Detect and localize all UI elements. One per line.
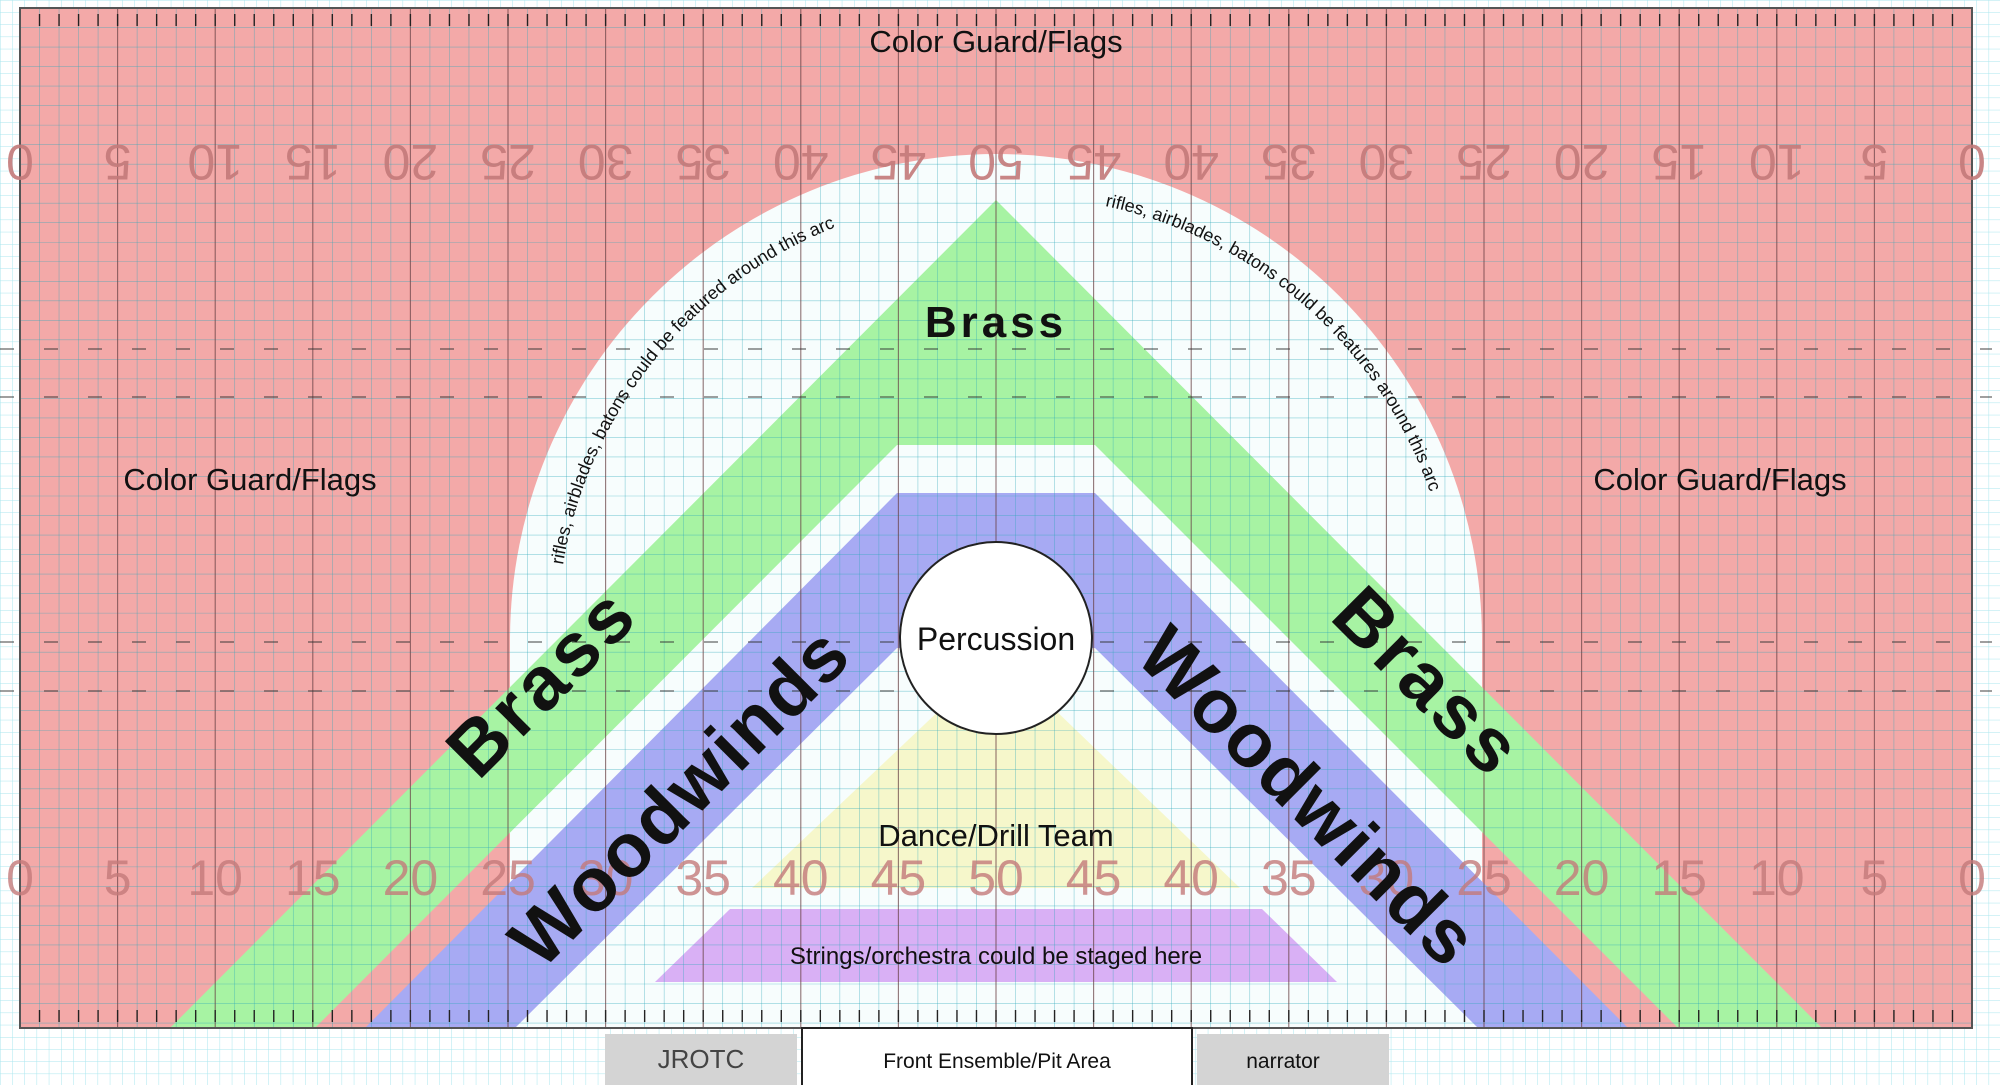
yard-number-bottom: 25 [1456, 850, 1512, 906]
yard-number-top: 40 [773, 134, 829, 190]
yard-number-bottom: 25 [480, 850, 536, 906]
yard-number-top: 30 [578, 134, 634, 190]
yard-number-bottom: 35 [1261, 850, 1317, 906]
color-guard-left-label: Color Guard/Flags [123, 462, 376, 497]
yard-number-top: 20 [1554, 134, 1610, 190]
yard-number-bottom: 20 [383, 850, 439, 906]
yard-number-top: 0 [1958, 134, 1986, 190]
yard-number-top: 25 [480, 134, 536, 190]
yard-number-top: 15 [1651, 134, 1707, 190]
yard-number-bottom: 45 [1066, 850, 1122, 906]
yard-number-top: 15 [285, 134, 341, 190]
strings-label: Strings/orchestra could be staged here [790, 943, 1202, 970]
yard-number-bottom: 5 [104, 850, 132, 906]
yard-number-top: 25 [1456, 134, 1512, 190]
yard-number-top: 5 [1860, 134, 1888, 190]
percussion-circle [899, 541, 1093, 735]
yard-number-top: 30 [1359, 134, 1415, 190]
yard-number-top: 5 [104, 134, 132, 190]
yard-number-top: 40 [1163, 134, 1219, 190]
yard-number-top: 50 [968, 134, 1024, 190]
yard-number-bottom: 40 [773, 850, 829, 906]
yard-number-top: 35 [675, 134, 731, 190]
yard-number-top: 45 [871, 134, 927, 190]
yard-numbers-bottom: 0 5 10 15 20 25 30 35 40 45 50 45 40 35 30 25 20 15 10 5 0 [6, 850, 1986, 906]
brass-top-label: Brass [925, 298, 1067, 347]
yard-number-bottom: 10 [1749, 850, 1805, 906]
yard-number-bottom: 5 [1860, 850, 1888, 906]
yard-number-bottom: 40 [1163, 850, 1219, 906]
color-guard-top-label: Color Guard/Flags [869, 24, 1122, 59]
yard-number-bottom: 15 [1651, 850, 1707, 906]
yard-number-top: 0 [6, 134, 34, 190]
narrator-label: narrator [1246, 1050, 1320, 1073]
yard-number-top: 10 [1749, 134, 1805, 190]
yard-number-bottom: 10 [187, 850, 243, 906]
yard-number-bottom: 20 [1554, 850, 1610, 906]
sideline-ticks [19, 14, 1973, 1022]
yard-number-bottom: 30 [578, 850, 634, 906]
yard-number-bottom: 0 [6, 850, 34, 906]
yard-number-bottom: 45 [871, 850, 927, 906]
yard-number-bottom: 35 [675, 850, 731, 906]
narrator-box [1197, 1034, 1389, 1086]
yard-number-bottom: 15 [285, 850, 341, 906]
dance-label: Dance/Drill Team [878, 818, 1113, 853]
yard-number-bottom: 0 [1958, 850, 1986, 906]
jrotc-box [605, 1034, 797, 1086]
front-ensemble-label: Front Ensemble/Pit Area [883, 1050, 1111, 1073]
yard-number-top: 45 [1066, 134, 1122, 190]
yard-number-top: 20 [383, 134, 439, 190]
percussion-label: Percussion [917, 621, 1075, 657]
color-guard-right-label: Color Guard/Flags [1593, 462, 1846, 497]
yard-numbers-top: 0 5 10 15 20 25 30 35 40 45 50 45 40 35 30 25 20 15 10 5 0 [6, 134, 1986, 190]
yard-number-top: 35 [1261, 134, 1317, 190]
yard-number-bottom: 30 [1359, 850, 1415, 906]
jrotc-label: JROTC [658, 1044, 745, 1074]
yard-number-bottom: 50 [968, 850, 1024, 906]
yard-number-top: 10 [187, 134, 243, 190]
